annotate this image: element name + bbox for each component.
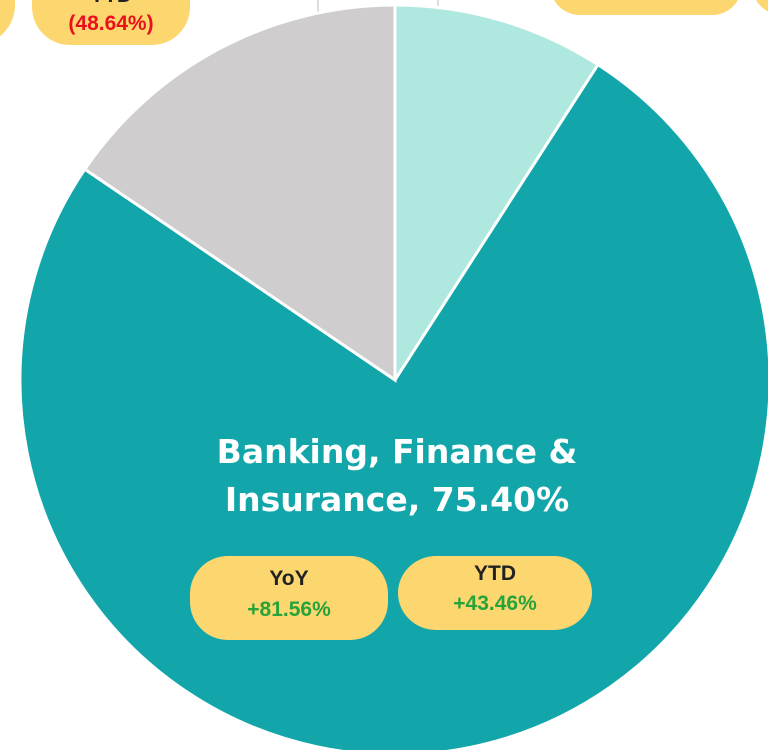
badge-title: YTD [474,562,516,585]
badge [190,556,388,640]
badge-value: +81.56% [247,598,331,621]
badge [398,556,592,630]
badge-value: (48.64%) [68,12,153,35]
badge-value: +43.46% [453,592,537,615]
badge-stub [554,0,738,15]
pie-slice [82,3,397,383]
pie-slice [393,3,600,386]
badge [32,0,190,45]
badge-title: YTD [90,0,132,7]
slice-label: Banking, Finance & Insurance, 75.40% [217,432,578,519]
badge-stub [756,0,768,12]
badge-title: YoY [269,567,308,590]
badge-stub [0,0,15,37]
